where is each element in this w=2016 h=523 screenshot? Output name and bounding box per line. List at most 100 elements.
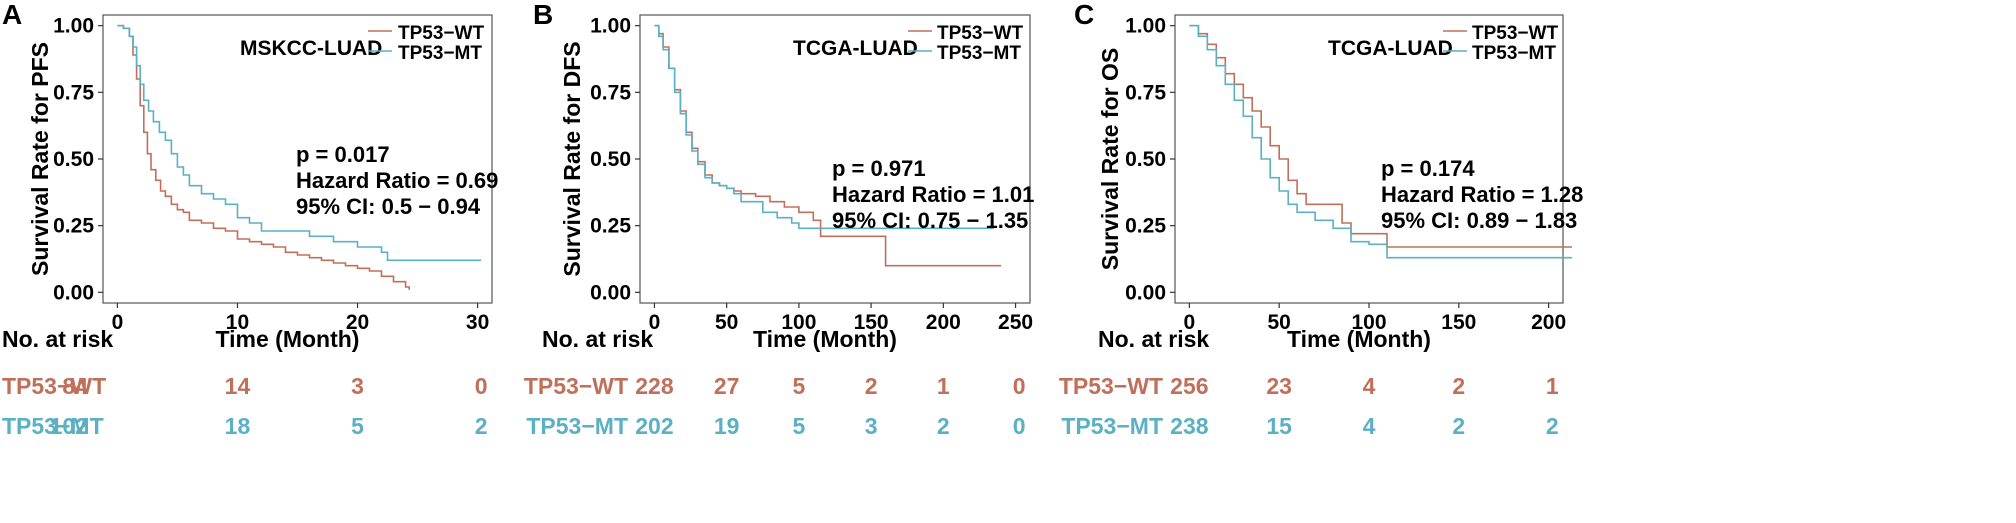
km-curve-wt [117,24,410,290]
risk-count: 202 [635,413,673,439]
y-tick-label: 0.75 [53,81,94,104]
legend-title: MSKCC-LUAD [240,37,382,60]
legend-label: TP53−MT [398,43,482,64]
risk-count: 15 [1266,413,1292,439]
risk-count: 2 [865,373,878,399]
risk-count: 102 [50,413,88,439]
x-tick-label: 50 [715,311,738,334]
y-tick-label: 0.00 [53,281,94,304]
risk-count: 1 [1546,373,1559,399]
km-panel-a: A 0.00 0.25 0.50 0.75 1.00 0 10 2 0 30 Time (Month)… [2,0,498,439]
stat-annotation: p = 0.174 [1381,156,1475,181]
km-panel-b: B0.000.250.500.751.000 50 100 150 200 250Time… [524,0,1035,439]
risk-count: 14 [225,373,251,399]
risk-count: 84 [62,373,88,399]
km-curve-mt [654,24,994,230]
km-curve-mt [1189,24,1572,259]
risk-row-label: TP53−WT [2,373,106,399]
risk-count: 0 [475,373,488,399]
stat-annotation: 95% CI: 0.89 − 1.83 [1381,208,1577,233]
x-tick-label: 250 [998,311,1033,334]
stat-annotation: 95% CI: 0.5 − 0.94 [296,194,481,219]
risk-count: 256 [1170,373,1208,399]
risk-count: 238 [1170,413,1209,439]
legend-label: TP53−WT [937,23,1023,44]
legend-title: TCGA-LUAD [793,37,918,60]
risk-row-label: TP53−WT [524,373,628,399]
x-tick-label: 200 [926,311,961,334]
risk-count: 0 [1013,413,1026,439]
y-axis-title: Survival Rate for OS [1097,48,1123,270]
risk-count: 18 [225,413,251,439]
legend-label: TP53−WT [398,23,484,44]
x-axis-title: Time (Month) [753,326,897,352]
x-tick-label: 30 [466,311,489,334]
x-tick-label: 0 [1184,311,1196,334]
stat-annotation: p = 0.971 [832,156,926,181]
risk-count: 5 [792,413,805,439]
y-tick-label: 0.25 [1125,215,1166,238]
y-tick-label: 1.00 [590,15,631,38]
x-tick-label: 200 [1531,311,1566,334]
panel-label: A [2,0,22,30]
risk-count: 4 [1363,413,1376,439]
x-tick-label: 150 [1441,311,1476,334]
y-tick-label: 0.00 [1125,281,1166,304]
legend-title: TCGA-LUAD [1328,37,1453,60]
x-tick-label: 0 [112,311,124,334]
risk-count: 2 [475,413,488,439]
y-tick-label: 1.00 [1125,15,1166,38]
legend-label: TP53−MT [937,43,1021,64]
risk-count: 5 [351,413,364,439]
risk-count: 2 [1452,413,1465,439]
legend-label: TP53−WT [1472,23,1558,44]
stat-annotation: 95% CI: 0.75 − 1.35 [832,208,1028,233]
risk-table-header: No. at risk [542,326,653,352]
risk-count: 5 [792,373,805,399]
y-axis-title: Survival Rate for PFS [27,42,53,276]
risk-count: 23 [1266,373,1292,399]
x-tick-label: 100 [1351,311,1386,334]
y-tick-label: 0.75 [1125,81,1166,104]
km-panel-c: C 0.00 0.25 0.50 0.75 1.00 0 50 100 150 200 Time (M… [1059,0,1584,439]
y-tick-label: 0.50 [1125,148,1166,171]
risk-table-header: No. at risk [1098,326,1209,352]
y-tick-label: 0.25 [53,215,94,238]
risk-count: 3 [351,373,364,399]
risk-count: 2 [1546,413,1559,439]
y-tick-label: 0.00 [590,281,631,304]
risk-count: 3 [865,413,878,439]
y-tick-label: 0.50 [590,148,631,171]
stat-annotation: Hazard Ratio = 1.01 [832,182,1034,207]
risk-count: 0 [1013,373,1026,399]
risk-count: 27 [714,373,740,399]
risk-row-label: TP53−MT [2,413,104,439]
risk-row-label: TP53−MT [526,413,628,439]
risk-row-label: TP53−MT [1061,413,1163,439]
x-tick-label: 150 [854,311,889,334]
risk-count: 2 [1452,373,1465,399]
panel-label: C [1074,0,1094,30]
legend-label: TP53−MT [1472,43,1556,64]
risk-table-header: No. at risk [2,326,113,352]
risk-count: 2 [937,413,950,439]
y-tick-label: 0.75 [590,81,631,104]
km-curve-mt [117,24,482,262]
y-tick-label: 1.00 [53,15,94,38]
x-tick-label: 100 [781,311,816,334]
stat-annotation: Hazard Ratio = 1.28 [1381,182,1583,207]
x-tick-label: 0 [649,311,661,334]
y-tick-label: 0.25 [590,215,631,238]
risk-count: 4 [1363,373,1376,399]
panel-label: B [533,0,553,30]
stat-annotation: Hazard Ratio = 0.69 [296,168,498,193]
risk-count: 228 [635,373,674,399]
x-tick-label: 50 [1268,311,1291,334]
y-axis-title: Survival Rate for DFS [559,41,585,276]
y-tick-label: 0.50 [53,148,94,171]
x-axis-title: Time (Month) [216,326,360,352]
x-tick-label: 20 [346,311,369,334]
x-axis-title: Time (Month) [1287,326,1431,352]
stat-annotation: p = 0.017 [296,142,390,167]
